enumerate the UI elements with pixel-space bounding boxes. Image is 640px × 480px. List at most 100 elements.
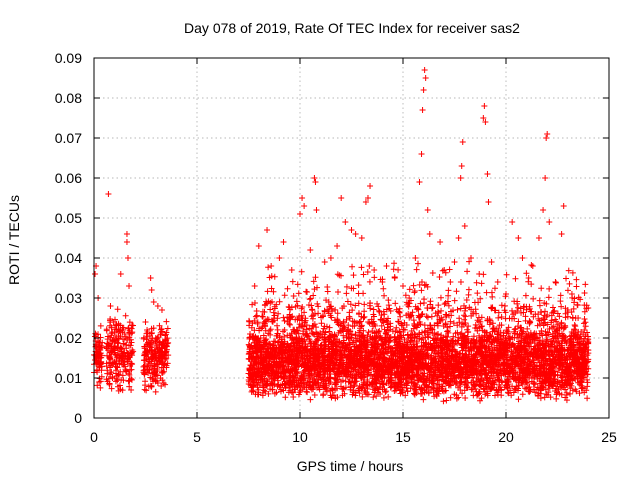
- data-point: [402, 392, 409, 399]
- data-point: [125, 355, 132, 362]
- data-point: [573, 388, 580, 395]
- data-point: [149, 376, 156, 383]
- data-point: [158, 326, 165, 333]
- data-point: [141, 357, 148, 364]
- data-point: [435, 381, 442, 388]
- data-point: [274, 326, 281, 333]
- data-point: [128, 360, 135, 367]
- data-point: [128, 376, 135, 383]
- data-point: [553, 395, 560, 402]
- data-point: [95, 359, 102, 366]
- data-point: [373, 380, 380, 387]
- data-point: [528, 378, 535, 385]
- data-point: [516, 382, 523, 389]
- data-point: [114, 339, 121, 346]
- data-point: [274, 377, 281, 384]
- data-point: [129, 346, 136, 353]
- data-point: [382, 389, 389, 396]
- data-point: [459, 390, 466, 397]
- data-point: [503, 381, 510, 388]
- data-point: [162, 381, 169, 388]
- data-point: [577, 378, 584, 385]
- data-point: [141, 386, 148, 393]
- data-point: [108, 369, 115, 376]
- data-point: [282, 385, 289, 392]
- data-point: [156, 349, 163, 356]
- data-point: [567, 372, 574, 379]
- data-point: [110, 360, 117, 367]
- data-point: [372, 376, 379, 383]
- data-point: [104, 370, 111, 377]
- data-point: [110, 318, 117, 325]
- data-point: [117, 322, 124, 329]
- data-point: [541, 394, 548, 401]
- data-point: [295, 391, 302, 398]
- data-point: [144, 341, 151, 348]
- data-point: [114, 306, 121, 313]
- data-point: [558, 374, 565, 381]
- data-point: [408, 378, 415, 385]
- data-point: [103, 363, 110, 370]
- data-point: [97, 322, 104, 329]
- data-point: [95, 343, 102, 350]
- data-point: [545, 389, 552, 396]
- data-point: [353, 378, 360, 385]
- data-points: [91, 67, 592, 405]
- data-point: [530, 386, 537, 393]
- data-point: [164, 360, 171, 367]
- data-point: [103, 326, 110, 333]
- data-point: [108, 385, 115, 392]
- data-point: [158, 364, 165, 371]
- data-point: [329, 386, 336, 393]
- data-point: [424, 314, 431, 321]
- data-point: [311, 391, 318, 398]
- data-point: [154, 379, 161, 386]
- data-point: [308, 354, 315, 361]
- data-point: [281, 327, 288, 334]
- data-point: [140, 367, 147, 374]
- data-point: [265, 390, 272, 397]
- data-point: [109, 329, 116, 336]
- data-point: [111, 347, 118, 354]
- data-point: [144, 340, 151, 347]
- data-point: [490, 358, 497, 365]
- data-point: [277, 362, 284, 369]
- data-point: [359, 393, 366, 400]
- data-point: [290, 393, 297, 400]
- data-point: [159, 377, 166, 384]
- data-point: [515, 396, 522, 403]
- data-point: [393, 324, 400, 331]
- data-point: [94, 382, 101, 389]
- data-point: [569, 387, 576, 394]
- data-point: [116, 360, 123, 367]
- data-point: [387, 308, 394, 315]
- data-point: [126, 327, 133, 334]
- data-point: [581, 316, 588, 323]
- data-point: [107, 356, 114, 363]
- data-point: [163, 346, 170, 353]
- data-point: [157, 331, 164, 338]
- data-point: [122, 312, 129, 319]
- data-point: [160, 380, 167, 387]
- data-point: [105, 342, 112, 349]
- data-point: [495, 314, 502, 321]
- data-point: [143, 387, 150, 394]
- data-point: [161, 355, 168, 362]
- data-point: [109, 337, 116, 344]
- data-point: [428, 313, 435, 320]
- data-point: [274, 339, 281, 346]
- data-point: [404, 388, 411, 395]
- data-point: [280, 314, 287, 321]
- data-point: [477, 397, 484, 404]
- data-point: [558, 391, 565, 398]
- data-point: [115, 340, 122, 347]
- data-point: [113, 363, 120, 370]
- data-point: [371, 384, 378, 391]
- data-point: [572, 323, 579, 330]
- data-point: [385, 393, 392, 400]
- data-point: [122, 333, 129, 340]
- data-point: [349, 391, 356, 398]
- data-point: [498, 302, 505, 309]
- data-point: [292, 386, 299, 393]
- data-point: [115, 387, 122, 394]
